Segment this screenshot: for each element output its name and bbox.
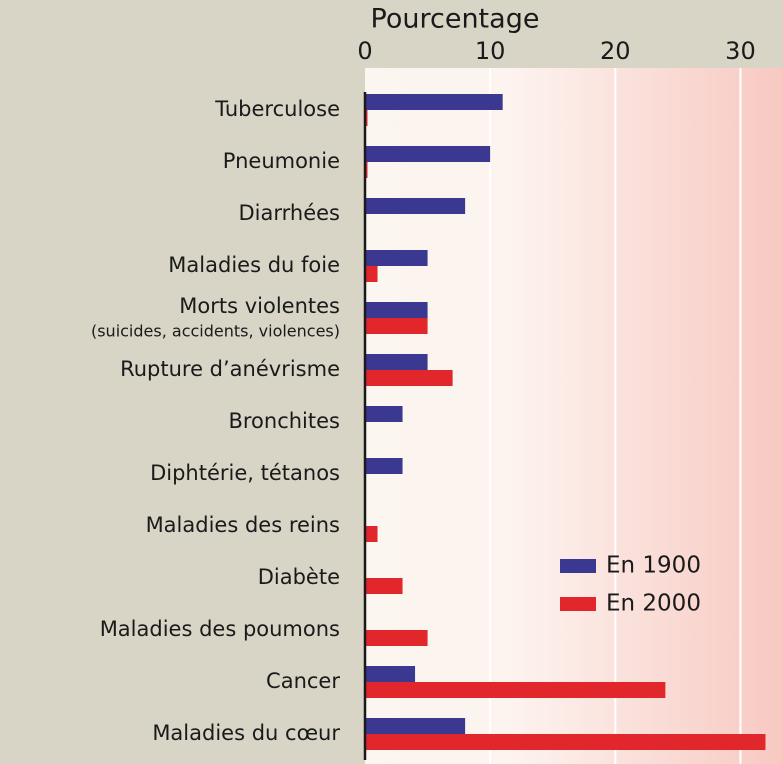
legend-label: En 1900 xyxy=(606,553,701,579)
bar xyxy=(365,406,403,422)
x-tick-label: 0 xyxy=(357,37,372,65)
y-tick-label: Diarrhées xyxy=(239,201,341,225)
bar xyxy=(365,526,378,542)
x-tick-label: 10 xyxy=(475,37,506,65)
bar xyxy=(365,718,466,734)
bar xyxy=(365,630,428,646)
y-tick-label: Maladies du cœur xyxy=(152,721,340,745)
y-tick-label: Diphtérie, tétanos xyxy=(150,461,340,485)
y-tick-label: Rupture d’anévrisme xyxy=(120,357,340,381)
legend-swatch xyxy=(560,559,596,573)
bar xyxy=(365,250,428,266)
y-tick-label: Pneumonie xyxy=(223,149,340,173)
legend-label: En 2000 xyxy=(606,591,701,617)
y-tick-label: Morts violentes xyxy=(179,294,340,318)
bar xyxy=(365,458,403,474)
y-tick-label: Maladies des reins xyxy=(146,513,340,537)
legend-swatch xyxy=(560,597,596,611)
bar xyxy=(365,666,416,682)
y-tick-label: Tuberculose xyxy=(214,97,340,121)
bar xyxy=(365,266,378,282)
bar xyxy=(365,318,428,334)
y-tick-label: Maladies du foie xyxy=(168,253,340,277)
bar xyxy=(365,734,766,750)
category-note: (suicides, accidents, violences) xyxy=(91,322,340,341)
y-tick-label: Cancer xyxy=(266,669,340,693)
bar xyxy=(365,354,428,370)
bar xyxy=(365,302,428,318)
bar xyxy=(365,110,368,126)
y-tick-label: Bronchites xyxy=(228,409,340,433)
x-tick-label: 30 xyxy=(725,37,756,65)
x-tick-label: 20 xyxy=(600,37,631,65)
bar xyxy=(365,198,466,214)
bar xyxy=(365,578,403,594)
bar xyxy=(365,370,453,386)
bar xyxy=(365,146,491,162)
y-tick-label: Diabète xyxy=(258,565,340,589)
bar xyxy=(365,162,368,178)
axis-title: Pourcentage xyxy=(371,4,540,35)
bar xyxy=(365,682,666,698)
bar xyxy=(365,94,503,110)
y-tick-label: Maladies des poumons xyxy=(100,617,340,641)
plot-area xyxy=(365,68,783,764)
